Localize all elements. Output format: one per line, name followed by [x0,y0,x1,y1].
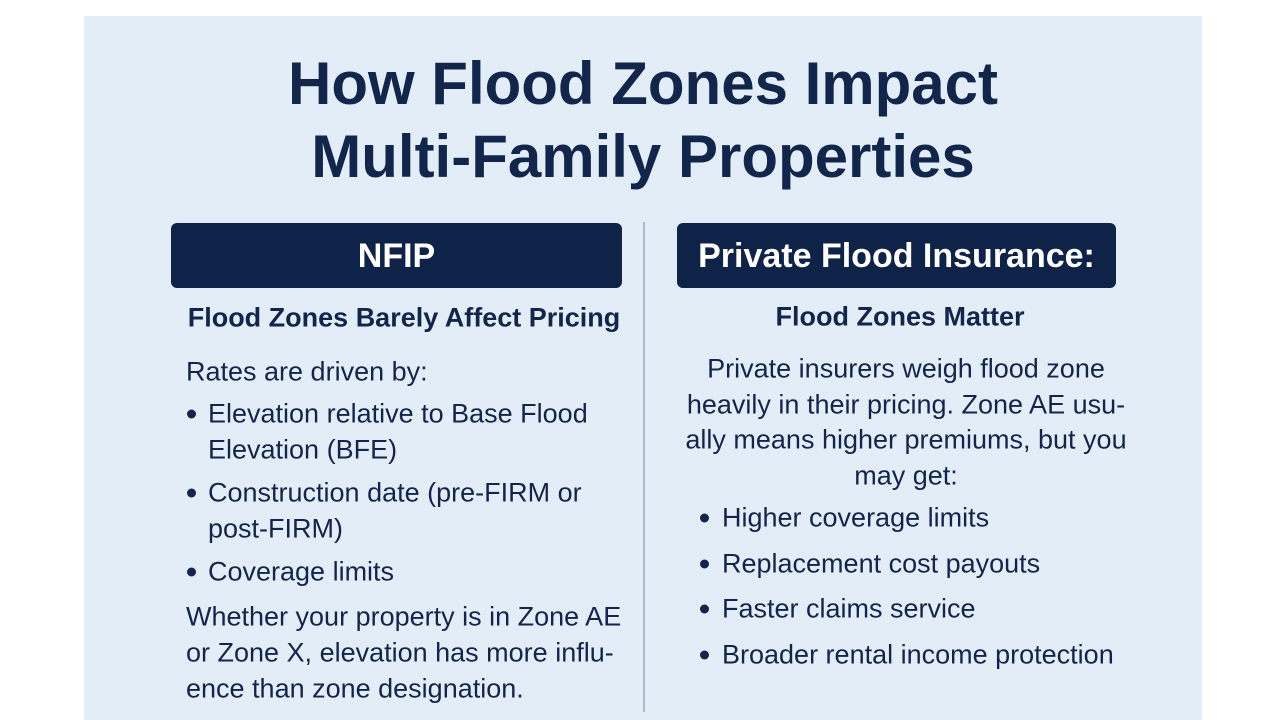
bullet-dot [187,409,196,419]
bullet-dot [700,650,709,660]
section-subtitle: Flood Zones Barely Affect Pricing [187,302,621,333]
bullet-text: Elevation relative to Base Flood [208,398,588,429]
paragraph-line: or Zone X, elevation has more influ- [186,637,614,668]
title-line: How Flood Zones Impact [287,50,998,117]
paragraph-line: Whether your property is in Zone AE [186,601,622,632]
bullet-text: Construction date (pre-FIRM or [208,477,582,508]
bullet-dot [700,604,709,614]
bullet-text: post-FIRM) [208,513,343,544]
paragraph-line: Private insurers weigh flood zone [707,353,1105,384]
section-subtitle: Flood Zones Matter [775,301,1025,332]
bullet-dot [187,567,196,577]
bullet-dot [700,559,709,569]
bullet-text: Replacement cost payouts [722,548,1041,579]
paragraph-line: ally means higher premiums, but you [685,424,1127,455]
paragraph-line: ence than zone designation. [186,673,524,704]
bullet-text: Faster claims service [722,593,976,624]
column-divider [643,222,645,712]
section-header-box [677,223,1116,288]
bullet-text: Broader rental income protection [722,639,1114,670]
paragraph-line: may get: [854,460,958,491]
title-line: Multi-Family Properties [311,123,975,190]
bullet-dot [700,513,709,523]
bullet-text: Coverage limits [208,556,395,587]
section-header-box [171,223,622,288]
section-header: Private Flood Insurance: [698,237,1095,275]
bullet-text: Elevation (BFE) [208,434,398,465]
section-header: NFIP [357,237,436,275]
paragraph-line: heavily in their pricing. Zone AE usu- [686,389,1126,420]
infographic-panel: How Flood Zones Impact Multi-Family Prope… [84,16,1202,720]
bullet-text: Higher coverage limits [722,502,990,533]
bullet-dot [187,488,196,498]
paragraph-line: Rates are driven by: [186,356,428,387]
